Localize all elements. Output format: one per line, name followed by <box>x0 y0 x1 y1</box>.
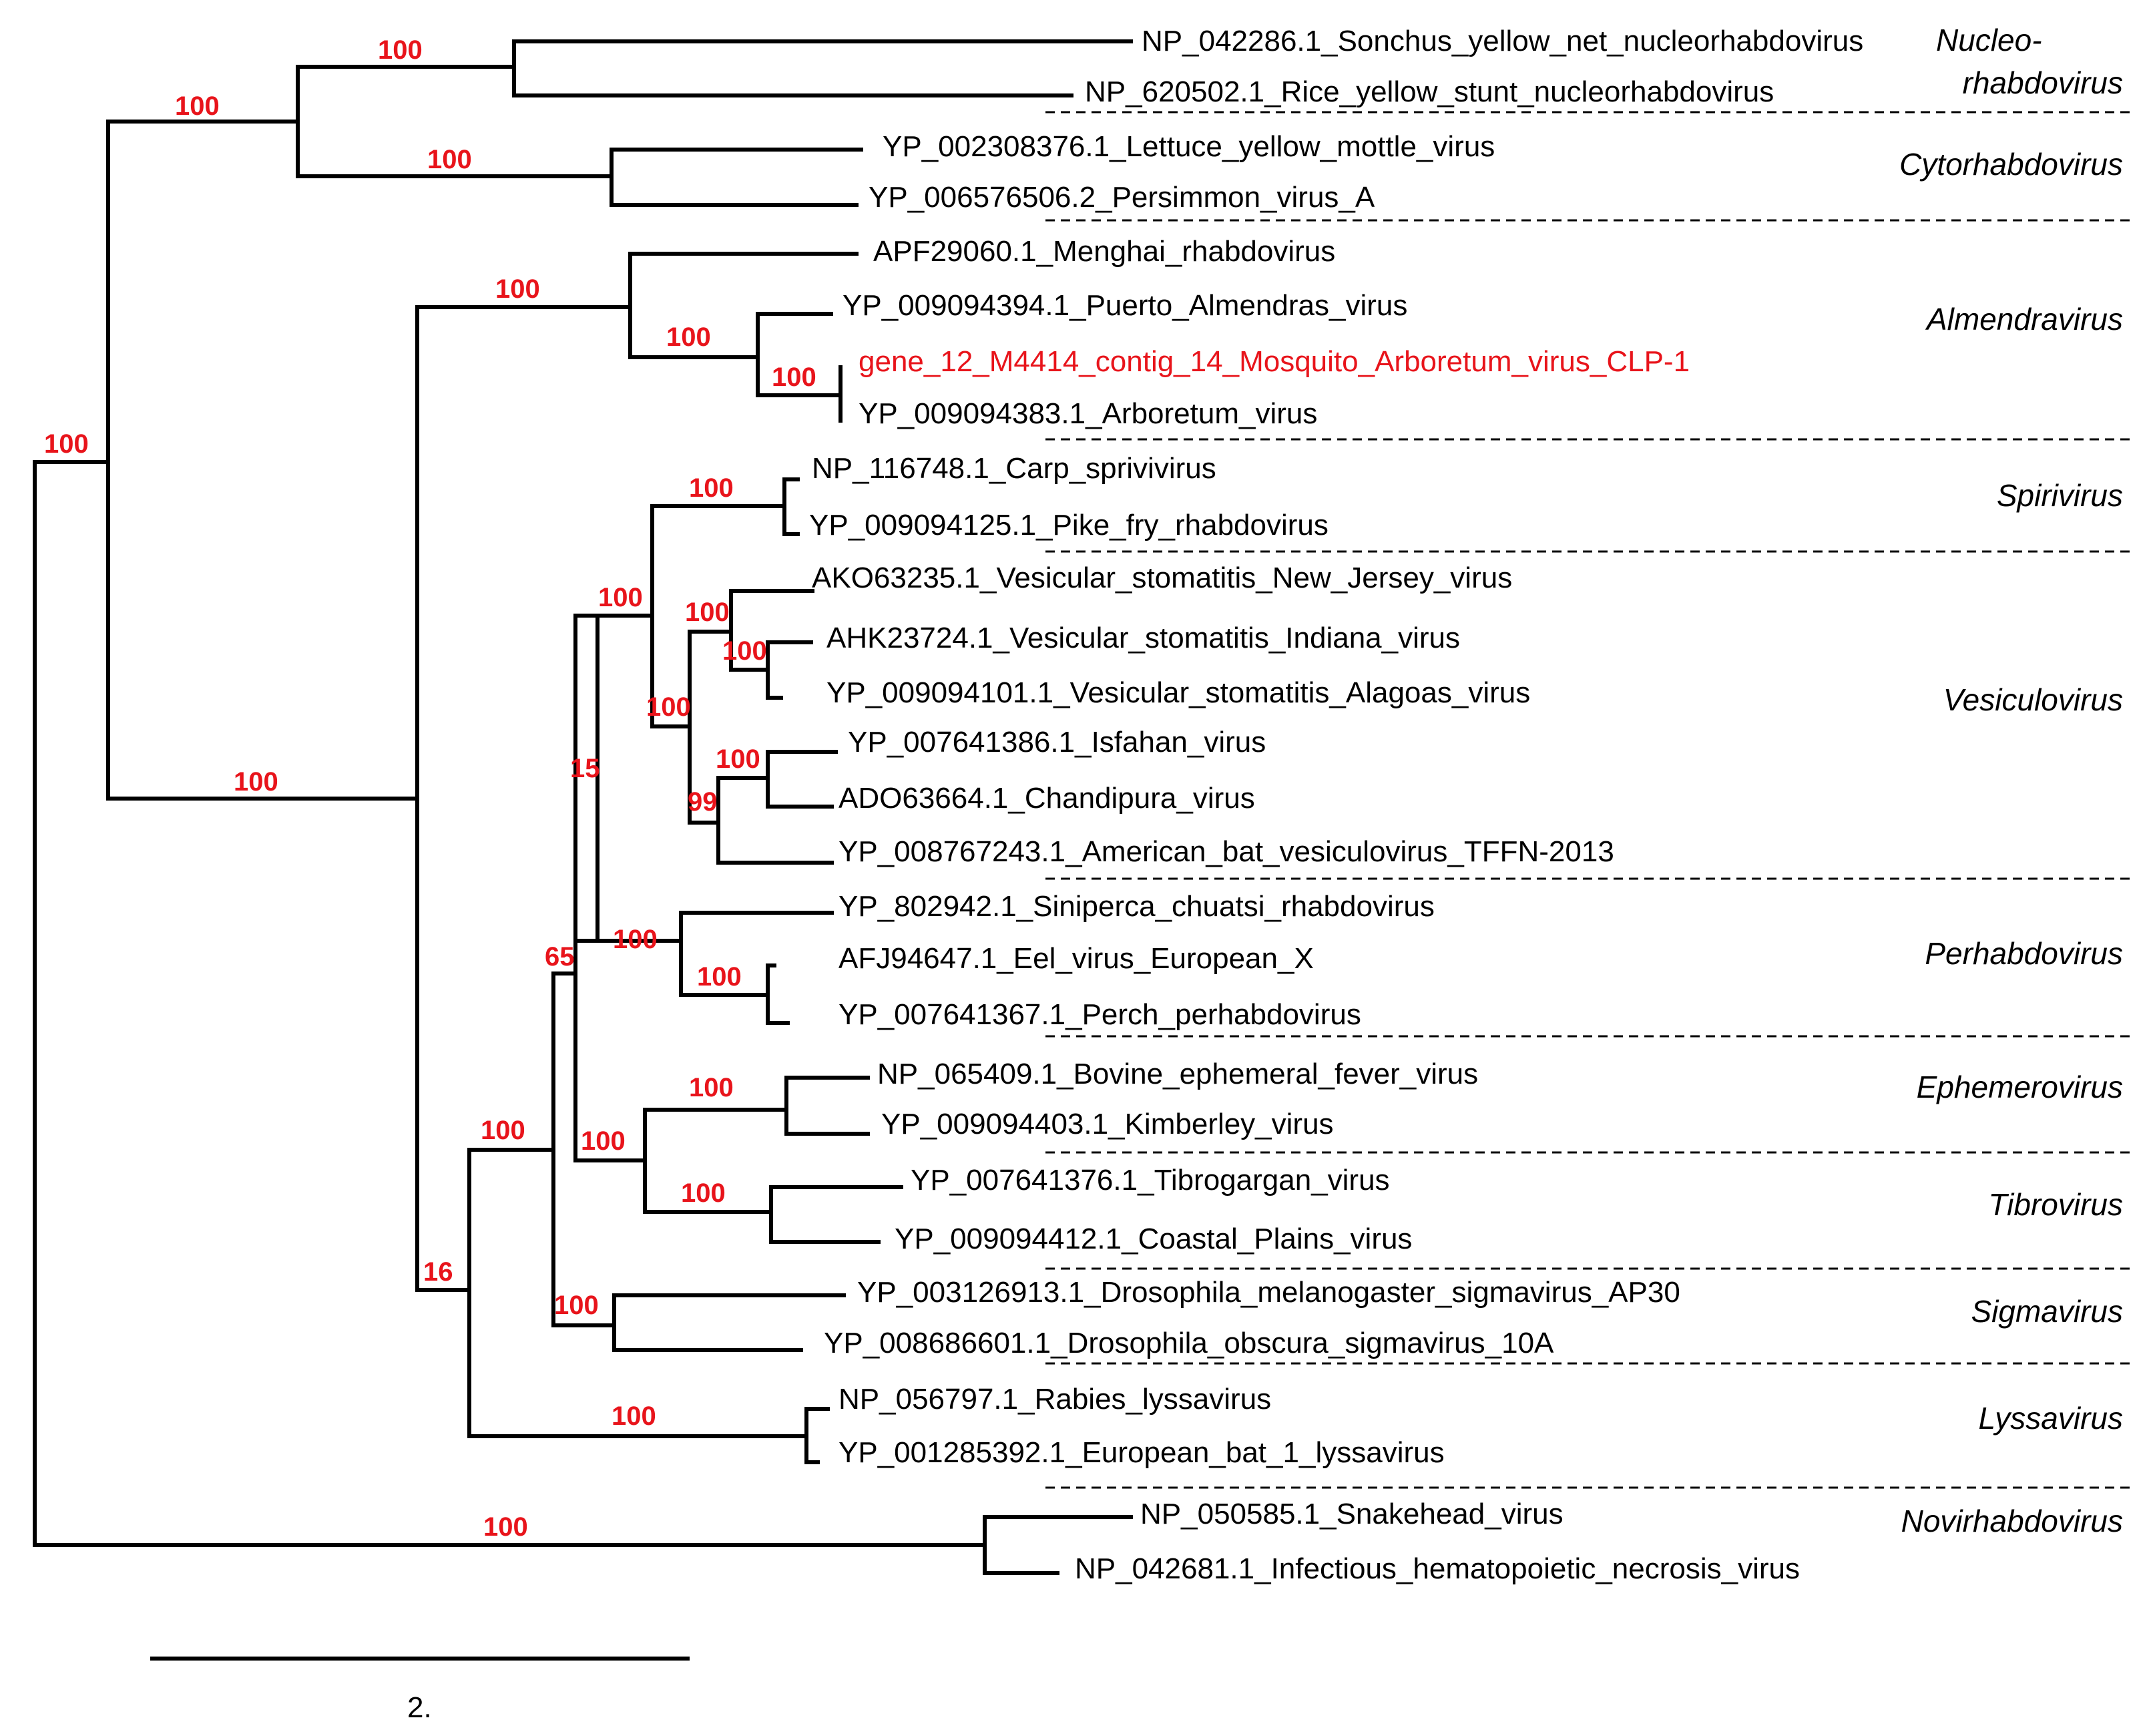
leaf-label: YP_007641376.1_Tibrogargan_virus <box>911 1164 1390 1197</box>
scale-bar-label: 2. <box>407 1691 432 1724</box>
leaf-label: YP_008767243.1_American_bat_vesiculoviru… <box>839 835 1614 868</box>
leaf-labels: NP_042286.1_Sonchus_yellow_net_nucleorha… <box>809 25 1863 1585</box>
leaf-label: YP_009094412.1_Coastal_Plains_virus <box>895 1223 1412 1255</box>
leaf-label: YP_009094101.1_Vesicular_stomatitis_Alag… <box>826 676 1530 709</box>
leaf-label: APF29060.1_Menghai_rhabdovirus <box>873 235 1335 268</box>
genus-label-vesiculovirus: Vesiculovirus <box>1943 682 2123 717</box>
genus-label-perhabdovirus: Perhabdovirus <box>1925 936 2123 971</box>
leaf-label: YP_009094403.1_Kimberley_virus <box>881 1108 1334 1140</box>
leaf-label: NP_065409.1_Bovine_ephemeral_fever_virus <box>877 1058 1478 1090</box>
bootstrap-value: 15 <box>570 754 600 783</box>
bootstrap-value: 100 <box>612 1401 656 1431</box>
bootstrap-value: 16 <box>423 1257 453 1287</box>
bootstrap-value: 100 <box>554 1291 599 1320</box>
leaf-label: YP_001285392.1_European_bat_1_lyssavirus <box>839 1436 1445 1469</box>
leaf-label: YP_002308376.1_Lettuce_yellow_mottle_vir… <box>883 130 1495 163</box>
leaf-label-highlighted: gene_12_M4414_contig_14_Mosquito_Arboret… <box>859 345 1690 378</box>
genus-label-tibrovirus: Tibrovirus <box>1988 1187 2123 1222</box>
bootstrap-value: 100 <box>716 744 760 774</box>
genus-label-nucleorhabdovirus: rhabdovirus <box>1963 65 2123 100</box>
genus-label-ephemerovirus: Ephemerovirus <box>1917 1070 2123 1104</box>
genus-label-sigmavirus: Sigmavirus <box>1971 1294 2123 1329</box>
bootstrap-value: 100 <box>483 1512 528 1542</box>
bootstrap-value: 100 <box>685 598 730 627</box>
bootstrap-value: 100 <box>44 429 89 459</box>
bootstrap-value: 100 <box>581 1126 626 1156</box>
bootstrap-value: 100 <box>681 1178 726 1208</box>
genus-label-lyssavirus: Lyssavirus <box>1979 1401 2123 1436</box>
bootstrap-value: 100 <box>234 767 278 797</box>
leaf-label: ADO63664.1_Chandipura_virus <box>839 782 1255 815</box>
leaf-label: YP_009094394.1_Puerto_Almendras_virus <box>843 289 1407 322</box>
leaf-label: YP_007641386.1_Isfahan_virus <box>848 726 1266 758</box>
genus-label-novirhabdovirus: Novirhabdovirus <box>1901 1504 2123 1538</box>
genus-labels: Nucleo- rhabdovirus Cytorhabdovirus Alme… <box>1899 23 2123 1538</box>
bootstrap-values: 100 100 100 100 100 100 100 100 100 100 … <box>44 35 816 1542</box>
genus-label-spirivirus: Spirivirus <box>1997 478 2123 513</box>
phylogenetic-tree: NP_042286.1_Sonchus_yellow_net_nucleorha… <box>0 0 2155 1736</box>
genus-label-almendravirus: Almendravirus <box>1925 302 2123 337</box>
bootstrap-value: 100 <box>427 145 472 174</box>
leaf-label: NP_056797.1_Rabies_lyssavirus <box>839 1383 1271 1416</box>
genus-label-cytorhabdovirus: Cytorhabdovirus <box>1899 147 2123 182</box>
bootstrap-value: 100 <box>666 322 711 352</box>
leaf-label: YP_009094383.1_Arboretum_virus <box>859 397 1317 430</box>
bootstrap-value: 100 <box>481 1116 525 1145</box>
bootstrap-value: 100 <box>495 274 540 304</box>
leaf-label: YP_006576506.2_Persimmon_virus_A <box>869 181 1375 214</box>
leaf-label: AFJ94647.1_Eel_virus_European_X <box>839 942 1314 975</box>
bootstrap-value: 100 <box>697 962 742 992</box>
scale-bar: 2. <box>152 1659 688 1724</box>
leaf-label: AKO63235.1_Vesicular_stomatitis_New_Jers… <box>812 562 1512 594</box>
bootstrap-value: 100 <box>689 473 734 503</box>
bootstrap-value: 100 <box>646 692 691 722</box>
bootstrap-value: 100 <box>598 583 643 612</box>
leaf-label: YP_003126913.1_Drosophila_melanogaster_s… <box>857 1276 1680 1309</box>
leaf-label: YP_007641367.1_Perch_perhabdovirus <box>839 998 1361 1031</box>
leaf-label: NP_620502.1_Rice_yellow_stunt_nucleorhab… <box>1085 75 1774 108</box>
leaf-label: NP_116748.1_Carp_sprivivirus <box>812 452 1216 485</box>
leaf-label: NP_042286.1_Sonchus_yellow_net_nucleorha… <box>1142 25 1863 57</box>
bootstrap-value: 100 <box>378 35 423 65</box>
leaf-label: AHK23724.1_Vesicular_stomatitis_Indiana_… <box>826 622 1460 654</box>
bootstrap-value: 100 <box>613 925 658 954</box>
genus-label-nucleorhabdovirus: Nucleo- <box>1936 23 2042 57</box>
leaf-label: YP_802942.1_Siniperca_chuatsi_rhabdoviru… <box>839 890 1435 923</box>
bootstrap-value: 100 <box>722 636 767 666</box>
bootstrap-value: 100 <box>772 363 816 392</box>
bootstrap-value: 100 <box>175 91 220 121</box>
bootstrap-value: 65 <box>545 942 575 971</box>
leaf-label: YP_009094125.1_Pike_fry_rhabdovirus <box>809 509 1329 541</box>
bootstrap-value: 100 <box>689 1073 734 1102</box>
leaf-label: NP_050585.1_Snakehead_virus <box>1140 1498 1564 1530</box>
leaf-label: YP_008686601.1_Drosophila_obscura_sigmav… <box>824 1327 1554 1359</box>
bootstrap-value: 99 <box>688 787 718 817</box>
leaf-label: NP_042681.1_Infectious_hematopoietic_nec… <box>1075 1552 1800 1585</box>
